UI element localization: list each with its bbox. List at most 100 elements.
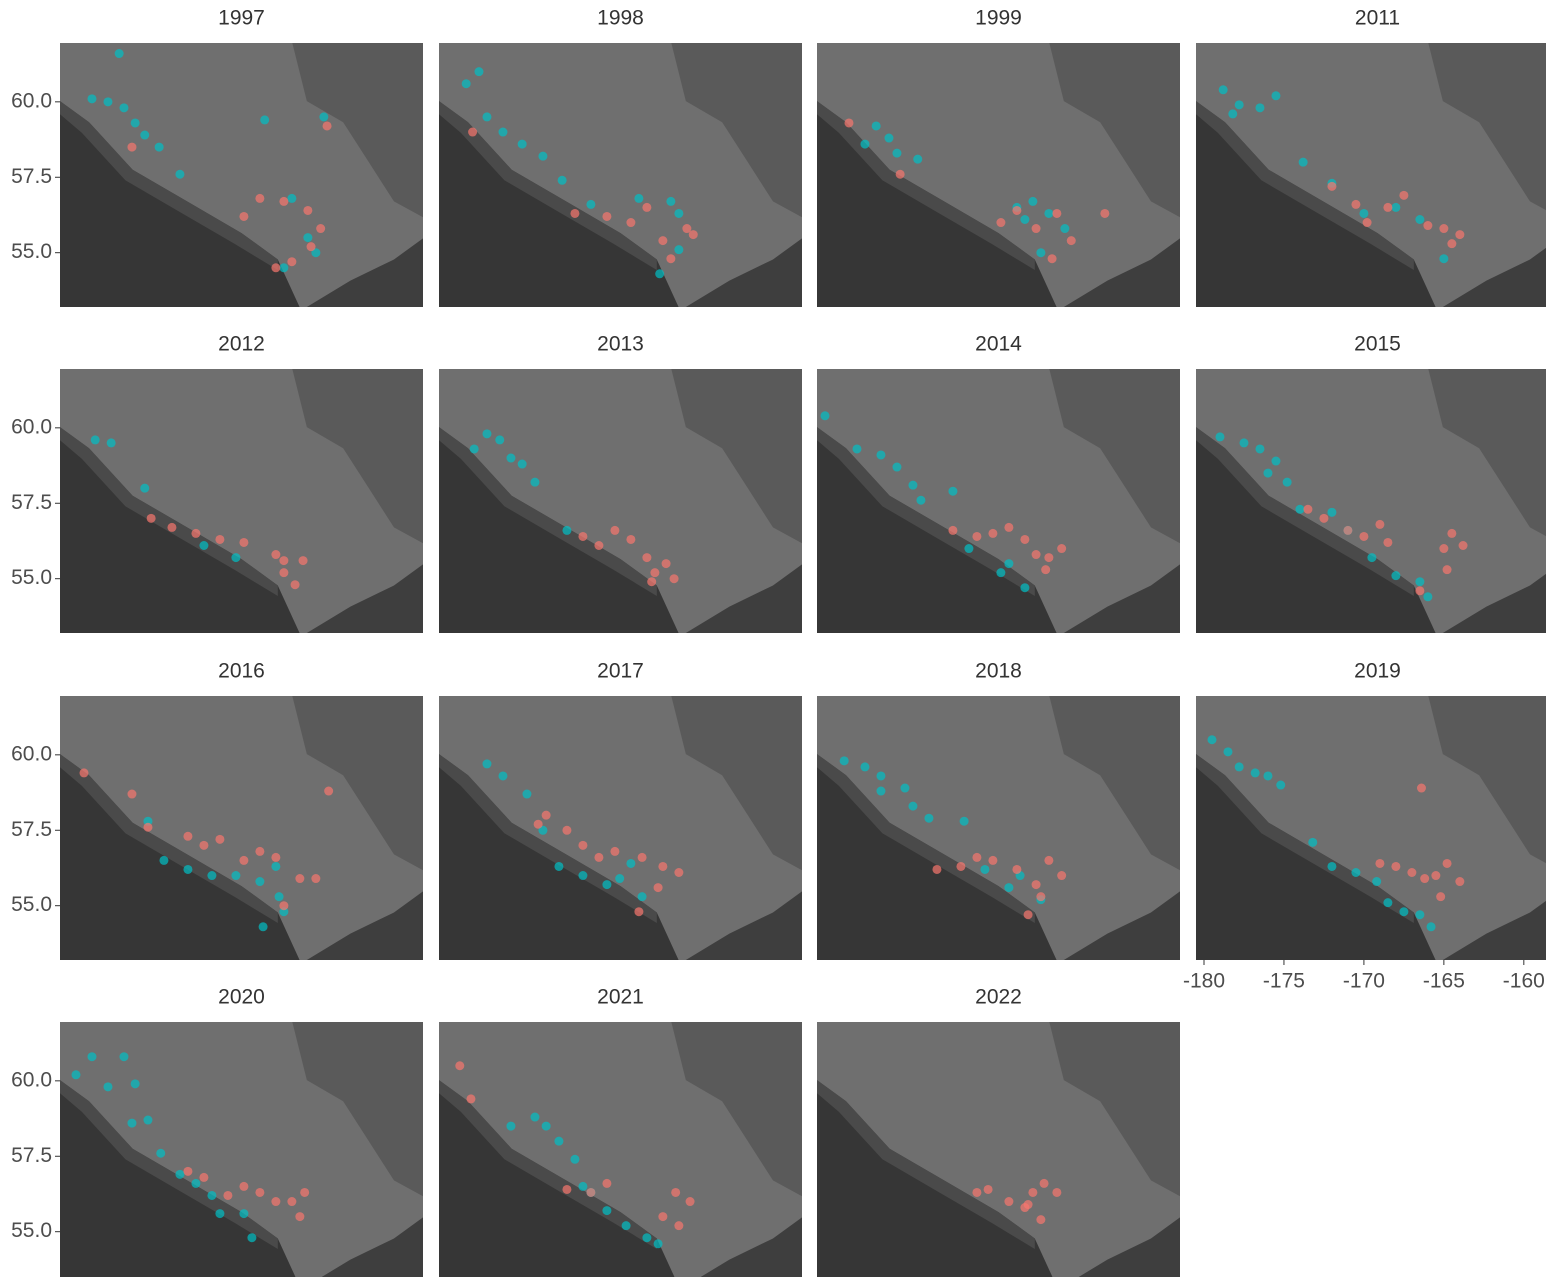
point	[1036, 248, 1046, 258]
point	[570, 208, 580, 218]
point	[247, 1233, 257, 1243]
panel-title: 2011	[1355, 7, 1400, 30]
point	[653, 883, 663, 893]
point	[159, 855, 169, 865]
y-tick-label: 57.5	[11, 1144, 52, 1167]
point	[303, 233, 313, 243]
point	[474, 67, 484, 77]
point	[892, 462, 902, 472]
point	[688, 230, 698, 240]
panel	[439, 1022, 802, 1277]
point	[175, 1169, 185, 1179]
panel-title: 2018	[975, 660, 1022, 683]
point	[884, 133, 894, 143]
map-peninsula	[685, 238, 802, 307]
point	[1020, 534, 1030, 544]
map-peninsula	[1442, 900, 1546, 960]
point	[820, 411, 830, 421]
point	[87, 94, 97, 104]
panel	[1196, 696, 1546, 960]
x-tick-label: -180	[1183, 970, 1225, 993]
point	[988, 528, 998, 538]
map-land	[1049, 696, 1180, 871]
point	[127, 142, 137, 152]
point	[260, 115, 270, 125]
point	[1012, 205, 1022, 215]
point	[279, 901, 289, 911]
y-tick-label: 60.0	[11, 415, 52, 438]
point	[674, 208, 684, 218]
point	[1012, 864, 1022, 874]
point	[175, 169, 185, 179]
map-land	[1428, 43, 1546, 211]
point	[1031, 550, 1041, 560]
point	[1223, 747, 1233, 757]
point	[1442, 858, 1452, 868]
point	[279, 568, 289, 578]
point	[1066, 236, 1076, 246]
y-tick-label: 55.0	[11, 1219, 52, 1242]
point	[279, 196, 289, 206]
point	[1375, 858, 1385, 868]
point	[287, 257, 297, 267]
point	[1255, 444, 1265, 454]
map-shelf-edge	[1196, 101, 1414, 271]
point	[255, 846, 265, 856]
point	[215, 534, 225, 544]
point	[1436, 892, 1446, 902]
point	[666, 254, 676, 264]
point	[541, 1121, 551, 1131]
map-shelf-edge	[439, 427, 657, 597]
point	[1447, 528, 1457, 538]
point	[199, 541, 209, 551]
point	[183, 831, 193, 841]
point	[279, 263, 289, 273]
point	[1367, 553, 1377, 563]
point	[1044, 855, 1054, 865]
point	[1100, 208, 1110, 218]
point	[562, 1184, 572, 1194]
panel-title: 2019	[1354, 660, 1401, 683]
point	[626, 218, 636, 228]
point	[570, 1154, 580, 1164]
panel-title: 1997	[218, 7, 265, 30]
point	[1372, 877, 1382, 887]
point	[1416, 783, 1426, 793]
point	[1057, 871, 1067, 881]
map-peninsula	[306, 891, 423, 960]
map-shelf-edge	[60, 754, 278, 924]
point	[119, 1052, 129, 1062]
point	[1004, 883, 1014, 893]
map-shelf-edge	[1196, 427, 1414, 597]
point	[1295, 504, 1305, 514]
panel	[817, 43, 1180, 307]
point	[988, 855, 998, 865]
point	[1351, 199, 1361, 209]
point	[876, 771, 886, 781]
point	[634, 907, 644, 917]
point	[1415, 586, 1425, 596]
point	[860, 139, 870, 149]
point	[634, 193, 644, 203]
point	[199, 840, 209, 850]
point	[876, 786, 886, 796]
panel-title: 2020	[218, 986, 265, 1009]
point	[1023, 1200, 1033, 1210]
point	[557, 175, 567, 185]
point	[1276, 780, 1286, 790]
point	[1343, 525, 1353, 535]
point	[1391, 202, 1401, 212]
point	[71, 1070, 81, 1080]
y-tick-label: 60.0	[11, 89, 52, 112]
point	[900, 783, 910, 793]
panel	[60, 1022, 423, 1277]
map-peninsula	[1442, 573, 1546, 633]
point	[642, 202, 652, 212]
point	[1415, 577, 1425, 587]
point	[271, 861, 281, 871]
point	[482, 759, 492, 769]
point	[498, 127, 508, 137]
point	[980, 864, 990, 874]
point	[650, 568, 660, 578]
